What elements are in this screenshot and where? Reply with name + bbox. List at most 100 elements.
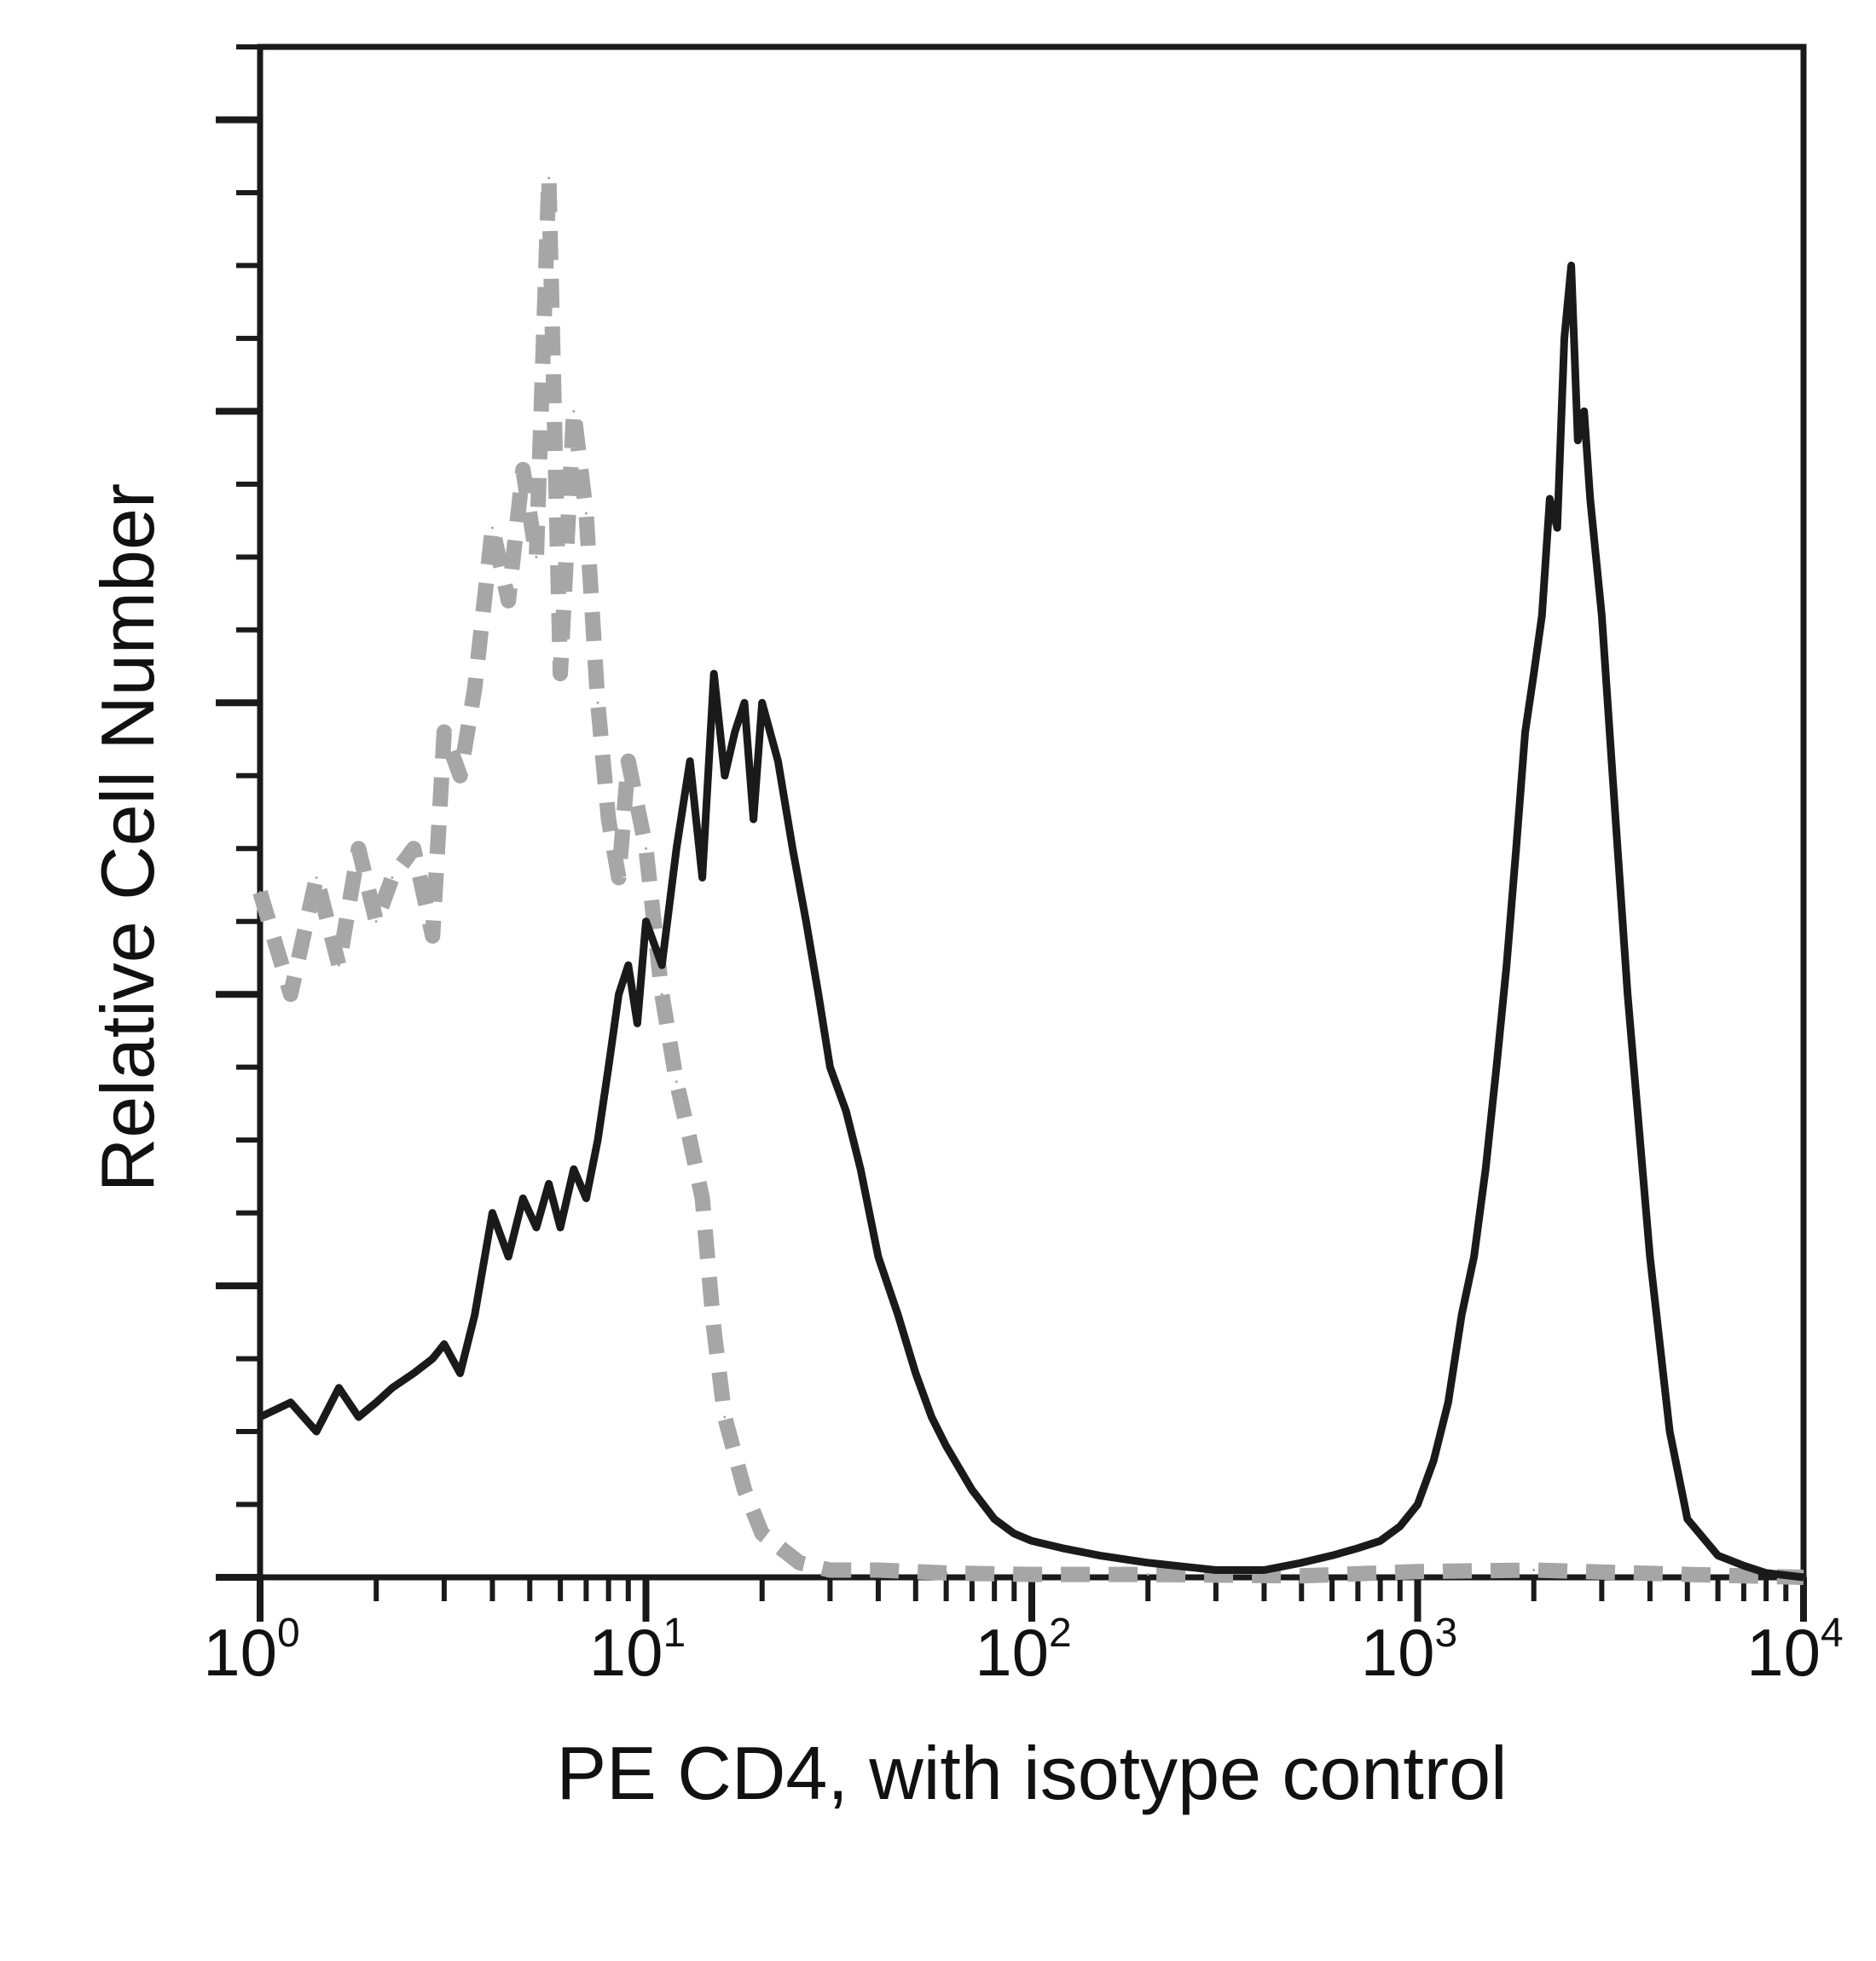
series-0-point <box>584 512 588 515</box>
series-1-point <box>459 1372 462 1375</box>
series-0-point <box>877 1569 880 1571</box>
series-1-point <box>1030 1539 1034 1542</box>
series-1-point <box>1398 1524 1402 1528</box>
series-1-point <box>877 1255 880 1258</box>
x-tick-label: 102 <box>975 1611 1071 1690</box>
series-1-point <box>1717 1553 1720 1557</box>
x-axis-title: PE CD4, with isotype control <box>556 1731 1507 1815</box>
series-1-point <box>584 1197 588 1200</box>
series-0-point <box>1686 1573 1689 1576</box>
series-0-point <box>473 686 477 690</box>
series-1-point <box>776 760 779 763</box>
series-1-point <box>1460 1313 1463 1316</box>
series-1-point <box>743 701 746 704</box>
series-1-point <box>535 1226 538 1229</box>
series-1-point <box>930 1415 933 1419</box>
series-1-point <box>945 1444 948 1448</box>
series-1-point <box>712 672 715 675</box>
series-0-point <box>1146 1573 1149 1576</box>
series-1-point <box>1548 497 1551 500</box>
series-1-point <box>1505 963 1508 967</box>
series-1-point <box>970 1488 974 1491</box>
series-1-point <box>1012 1532 1016 1536</box>
series-0-point <box>289 992 292 996</box>
series-1-point <box>1600 614 1603 617</box>
series-0-point <box>660 992 663 996</box>
series-1-point <box>914 1372 918 1375</box>
series-0-point <box>743 1488 746 1491</box>
series-0-point <box>412 847 415 850</box>
series-1-point <box>859 1167 862 1171</box>
series-1-point <box>289 1401 292 1404</box>
series-1-point <box>1540 614 1543 617</box>
series-1-point <box>1555 526 1559 529</box>
series-0-point <box>443 731 446 733</box>
series-1-point <box>559 1226 562 1229</box>
series-1-point <box>701 876 704 879</box>
series-1-point <box>1576 439 1579 443</box>
series-1-point <box>1648 1255 1652 1258</box>
series-1-point <box>547 1182 551 1185</box>
x-tick-label: 100 <box>203 1611 299 1690</box>
pe-cd4-histogram <box>258 261 1804 1582</box>
series-1-point <box>1668 1430 1671 1433</box>
series-1-point <box>1262 1569 1265 1571</box>
series-0-point <box>337 963 340 967</box>
series-1-point <box>607 1066 611 1069</box>
series-1-point <box>688 760 692 763</box>
series-0-point <box>675 1080 678 1084</box>
series-1-point <box>258 1415 262 1419</box>
series-1-point <box>473 1313 477 1316</box>
x-tick-label: 103 <box>1361 1611 1457 1690</box>
series-0-point <box>645 847 647 850</box>
series-0-point <box>572 409 576 413</box>
series-1-point <box>1473 1255 1476 1258</box>
series-0-point <box>617 876 621 879</box>
series-1-point <box>1356 1547 1359 1550</box>
x-tick-label: 104 <box>1746 1611 1843 1690</box>
series-1-point <box>761 701 764 704</box>
series-1-point <box>627 963 630 967</box>
series-0-point <box>315 876 318 879</box>
series-1-point <box>723 774 727 778</box>
series-1-point <box>1495 1066 1498 1069</box>
series-1-point <box>1446 1401 1450 1404</box>
series-0-point <box>1416 1570 1419 1573</box>
x-tick-label: 101 <box>589 1611 686 1690</box>
series-0-point <box>945 1571 948 1575</box>
series-1-point <box>1626 992 1630 996</box>
series-0-point <box>1532 1569 1536 1571</box>
series-1-point <box>660 963 663 967</box>
series-1-point <box>752 818 756 821</box>
series-1-point <box>1532 672 1536 675</box>
series-1-point <box>1764 1571 1768 1575</box>
series-1-point <box>828 1066 831 1069</box>
series-1-point <box>391 1386 394 1390</box>
series-0-point <box>712 1328 715 1331</box>
series-1-point <box>993 1518 996 1521</box>
series-0-point <box>701 1197 704 1200</box>
isotype-control-histogram <box>252 170 1804 1585</box>
series-1-point <box>521 1197 524 1200</box>
series-1-point <box>896 1313 900 1316</box>
series-1-point <box>1611 774 1614 778</box>
series-0-point <box>1030 1573 1034 1576</box>
series-1-point <box>431 1357 434 1361</box>
series-0-point <box>459 774 462 778</box>
series-0-point <box>1300 1574 1303 1577</box>
series-1-point <box>1214 1569 1218 1571</box>
series-1-point <box>733 731 737 733</box>
series-1-point <box>1484 1167 1487 1171</box>
series-1-point <box>817 992 820 996</box>
series-1-point <box>1514 847 1518 850</box>
series-0-point <box>627 760 630 763</box>
series-0-point <box>374 920 378 923</box>
series-0-point <box>828 1569 831 1571</box>
series-0-point <box>258 891 262 894</box>
series-1-point <box>1098 1553 1102 1557</box>
series-1-point <box>1524 731 1527 733</box>
series-1-point <box>572 1167 576 1171</box>
series-1-point <box>635 1021 639 1025</box>
